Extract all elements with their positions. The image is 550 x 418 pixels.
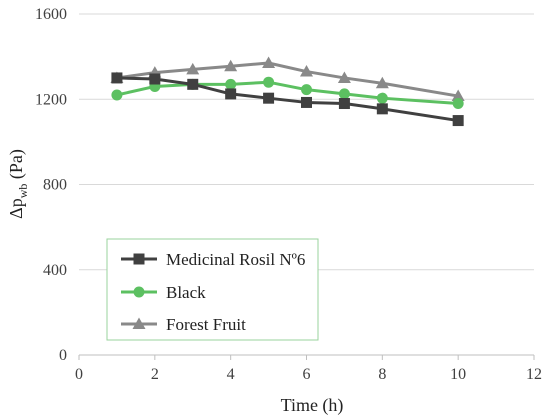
data-point-square bbox=[149, 73, 161, 85]
data-point-triangle bbox=[224, 59, 238, 72]
data-point-square bbox=[452, 115, 464, 127]
data-point-triangle bbox=[262, 56, 276, 69]
data-point-triangle bbox=[451, 89, 465, 102]
data-point-circle bbox=[263, 76, 275, 88]
x-tick-label: 10 bbox=[450, 366, 466, 383]
legend-label: Forest Fruit bbox=[166, 315, 246, 334]
legend-marker-square bbox=[133, 253, 145, 265]
legend-label: Medicinal Rosil Nº6 bbox=[166, 250, 305, 269]
legend-item: Medicinal Rosil Nº6 bbox=[121, 250, 305, 269]
y-tick-label: 800 bbox=[43, 177, 67, 194]
legend-marker-circle bbox=[133, 286, 145, 298]
data-point-circle bbox=[301, 84, 312, 96]
data-point-triangle bbox=[375, 76, 389, 89]
legend-item: Black bbox=[121, 283, 206, 302]
series-1 bbox=[111, 76, 464, 110]
x-axis-title: Time (h) bbox=[281, 395, 344, 416]
x-tick-label: 8 bbox=[378, 366, 386, 383]
data-point-square bbox=[301, 96, 312, 108]
x-tick-label: 12 bbox=[526, 366, 542, 383]
x-tick-label: 4 bbox=[227, 366, 235, 383]
y-tick-label: 0 bbox=[59, 347, 67, 364]
y-axis-title-unit: (Pa) bbox=[6, 149, 27, 184]
data-point-square bbox=[376, 103, 388, 115]
data-point-triangle bbox=[337, 71, 351, 83]
y-axis-title-sub: wb bbox=[16, 184, 30, 199]
y-tick-label: 400 bbox=[43, 262, 67, 279]
y-tick-label: 1200 bbox=[35, 91, 67, 108]
data-point-triangle bbox=[300, 65, 313, 77]
data-point-square bbox=[111, 72, 123, 84]
legend-label: Black bbox=[166, 283, 206, 302]
data-point-circle bbox=[111, 89, 123, 101]
y-axis-title: Δpwb (Pa) bbox=[6, 149, 30, 219]
data-point-square bbox=[225, 88, 237, 100]
series-0 bbox=[111, 72, 464, 127]
legend-marker-triangle bbox=[132, 317, 146, 329]
gridlines bbox=[79, 13, 534, 271]
y-tick-label: 1600 bbox=[35, 6, 67, 23]
data-point-square bbox=[187, 78, 199, 90]
data-point-circle bbox=[338, 88, 350, 100]
data-point-circle bbox=[225, 78, 237, 90]
y-tick-labels: 0 400 800 1200 1600 bbox=[35, 6, 67, 364]
x-tick-label: 6 bbox=[303, 366, 311, 383]
data-point-circle bbox=[376, 92, 388, 104]
axes bbox=[78, 354, 535, 360]
x-tick-label: 0 bbox=[75, 366, 83, 383]
x-tick-label: 2 bbox=[151, 366, 159, 383]
y-axis-title-main: Δp bbox=[6, 198, 26, 219]
x-tick-labels: 0 2 4 6 8 10 12 bbox=[75, 366, 542, 383]
data-point-square bbox=[263, 92, 275, 104]
data-point-triangle bbox=[186, 62, 200, 75]
legend: Medicinal Rosil Nº6 Black Forest Fruit bbox=[106, 238, 319, 341]
legend-item: Forest Fruit bbox=[121, 315, 246, 334]
data-point-circle bbox=[452, 98, 464, 110]
data-point-square bbox=[338, 98, 350, 110]
series-lines bbox=[110, 56, 465, 127]
